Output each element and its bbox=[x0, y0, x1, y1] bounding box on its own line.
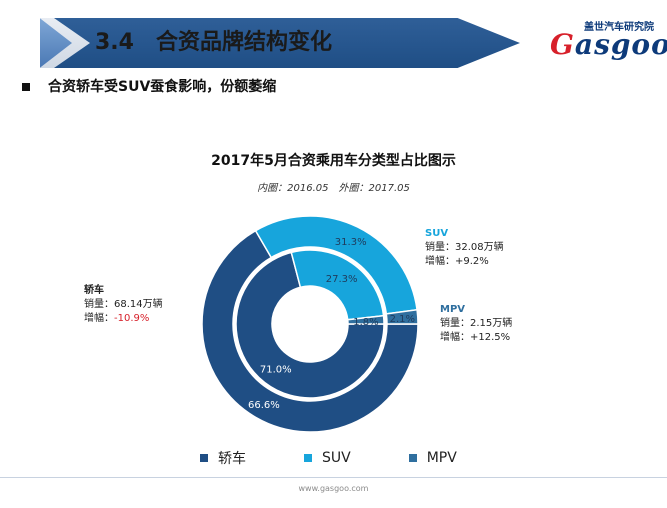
callout-sedan: 轿车 销量：68.14万辆 增幅：-10.9% bbox=[84, 284, 163, 326]
label-outer-sedan: 66.6% bbox=[248, 400, 280, 411]
callout-mpv-name: MPV bbox=[440, 304, 466, 315]
chart-legend: 轿车 SUV MPV bbox=[200, 448, 515, 468]
legend-label-sedan: 轿车 bbox=[218, 451, 246, 467]
label-outer-mpv: 2.1% bbox=[390, 314, 415, 325]
section-title: 3.4 合资品牌结构变化 bbox=[95, 30, 332, 55]
callout-suv: SUV 销量：32.08万辆 增幅：+9.2% bbox=[425, 227, 504, 269]
slice-inner-mpv bbox=[346, 314, 385, 325]
legend-item-sedan: 轿车 bbox=[200, 448, 246, 468]
callout-suv-growth: 增幅：+9.2% bbox=[425, 256, 489, 267]
label-inner-suv: 27.3% bbox=[326, 274, 358, 285]
legend-label-mpv: MPV bbox=[426, 450, 457, 466]
callout-mpv: MPV 销量：2.15万辆 增幅：+12.5% bbox=[440, 303, 512, 345]
legend-label-suv: SUV bbox=[322, 450, 351, 466]
footer-divider bbox=[0, 477, 667, 478]
footer-url: www.gasgoo.com bbox=[298, 484, 369, 493]
gasgoo-logo: 盖世汽车研究院 Gasgoo bbox=[540, 18, 667, 64]
callout-mpv-growth: 增幅：+12.5% bbox=[440, 332, 511, 343]
slice-inner-sedan bbox=[235, 251, 385, 399]
legend-swatch-sedan bbox=[200, 454, 208, 462]
callout-sedan-growth: 增幅：-10.9% bbox=[84, 313, 150, 324]
label-inner-sedan: 71.0% bbox=[260, 364, 292, 375]
bullet-text: 合资轿车受SUV蚕食影响，份额萎缩 bbox=[48, 79, 277, 95]
label-outer-suv: 31.3% bbox=[335, 237, 367, 248]
bullet-square-icon bbox=[22, 83, 30, 91]
legend-swatch-suv bbox=[304, 454, 312, 462]
logo-en-text: Gasgoo bbox=[550, 28, 667, 61]
legend-swatch-mpv bbox=[408, 454, 417, 462]
callout-mpv-sales: 销量：2.15万辆 bbox=[440, 318, 513, 329]
label-inner-mpv: 1.8% bbox=[353, 317, 378, 328]
callout-suv-sales: 销量：32.08万辆 bbox=[425, 242, 504, 253]
header-white-box bbox=[0, 18, 40, 68]
slice-inner-suv bbox=[290, 249, 385, 321]
logo-cn-text: 盖世汽车研究院 bbox=[584, 22, 654, 33]
legend-item-suv: SUV bbox=[304, 450, 351, 466]
callout-suv-name: SUV bbox=[425, 228, 449, 239]
callout-sedan-sales: 销量：68.14万辆 bbox=[84, 299, 163, 310]
chart-title: 2017年5月合资乘用车分类型占比图示 bbox=[211, 153, 456, 169]
legend-item-mpv: MPV bbox=[408, 450, 457, 466]
slice-outer-sedan bbox=[201, 229, 419, 433]
callout-sedan-name: 轿车 bbox=[84, 285, 104, 296]
chart-subtitle: 内圈：2016.05 外圈：2017.05 bbox=[257, 183, 410, 194]
slice-outer-mpv bbox=[385, 308, 419, 325]
